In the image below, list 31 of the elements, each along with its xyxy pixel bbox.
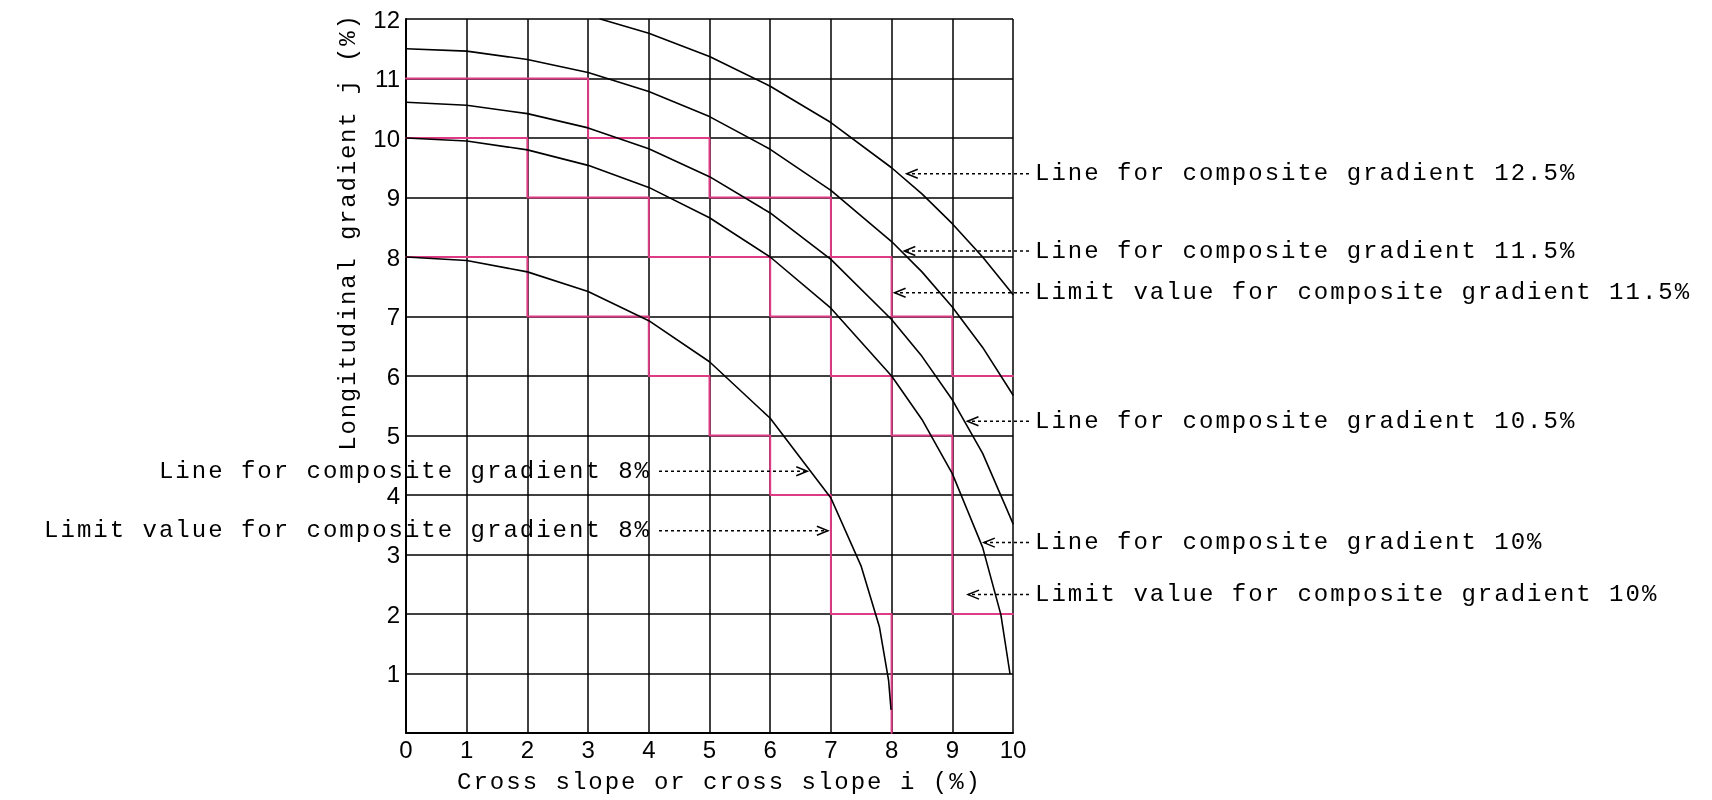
y-tick-label: 10: [373, 124, 400, 152]
y-axis-title: Longitudinal gradient j (%): [334, 13, 362, 451]
x-tick-label: 7: [824, 735, 838, 763]
annotation: Line for composite gradient 12.5%: [1035, 160, 1577, 188]
y-tick-label: 11: [375, 65, 400, 92]
annotation: Line for composite gradient 11.5%: [1035, 237, 1577, 265]
x-axis-title: Cross slope or cross slope i (%): [457, 768, 982, 796]
x-tick-label: 6: [763, 735, 777, 763]
x-tick-label: 4: [642, 735, 656, 763]
annotation: Limit value for composite gradient 11.5%: [1035, 279, 1692, 307]
x-tick-label: 0: [399, 735, 413, 763]
y-tick-label: 9: [386, 184, 400, 211]
y-tick-label: 7: [386, 303, 400, 330]
y-tick-label: 6: [386, 362, 400, 390]
x-tick-label: 8: [884, 735, 899, 763]
y-tick-label: 2: [386, 600, 400, 628]
annotation: Line for composite gradient 10.5%: [1035, 407, 1577, 435]
y-tick-label: 3: [386, 541, 400, 568]
y-tick-label: 5: [386, 422, 400, 449]
x-tick-label: 3: [581, 735, 595, 763]
x-tick-label: 1: [460, 735, 474, 763]
x-tick-label: 10: [999, 735, 1027, 763]
y-tick-label: 12: [373, 5, 400, 33]
y-tick-label: 8: [386, 243, 400, 271]
y-tick-label: 1: [386, 660, 400, 687]
x-tick-label: 2: [520, 735, 535, 763]
x-tick-label: 9: [945, 735, 959, 763]
y-tick-label: 4: [386, 481, 400, 509]
annotation: Line for composite gradient 10%: [1035, 529, 1544, 557]
x-tick-label: 5: [702, 735, 717, 763]
text: Limit value for composite gradient 10%: [1035, 581, 1659, 609]
